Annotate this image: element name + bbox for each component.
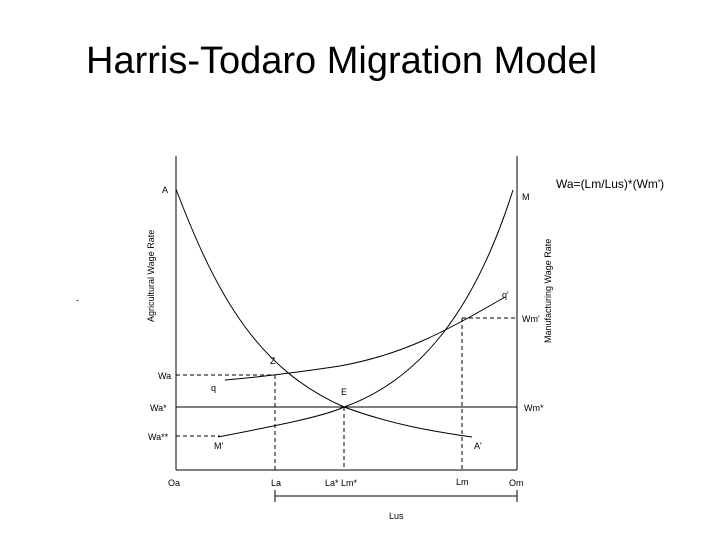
curve-q-prime-label: q' — [502, 290, 509, 300]
wa-label: Wa — [158, 371, 171, 381]
point-z-label: Z — [270, 356, 276, 366]
curve-m-prime-label: M' — [214, 441, 223, 451]
manufacturing-demand-curve — [217, 189, 514, 438]
wm-prime-label: Wm' — [522, 314, 540, 324]
lus-label: Lus — [389, 511, 404, 521]
left-axis-title: Agricultural Wage Rate — [146, 230, 156, 322]
agricultural-demand-curve — [175, 188, 473, 438]
la-label: La — [271, 478, 281, 488]
wm-star-label: Wm* — [524, 403, 544, 413]
qq-curve — [224, 296, 506, 381]
lm-label: Lm — [456, 477, 469, 487]
la-lm-star-label: La* Lm* — [325, 478, 358, 488]
om-label: Om — [509, 478, 524, 488]
wa-star-label: Wa* — [150, 403, 167, 413]
point-e-label: E — [341, 387, 347, 397]
wage-formula: Wa=(Lm/Lus)*(Wm') — [556, 177, 664, 191]
wa-2star-label: Wa** — [148, 432, 169, 442]
slide-title: Harris-Todaro Migration Model — [86, 40, 598, 82]
curve-q-label: q — [211, 383, 216, 393]
oa-label: Oa — [168, 478, 180, 488]
curve-a-label: A — [162, 185, 168, 195]
curve-a-prime-label: A' — [474, 441, 482, 451]
stray-mark: - — [76, 295, 79, 305]
curve-m-label: M — [522, 192, 530, 202]
right-axis-title: Manufacturing Wage Rate — [543, 239, 553, 343]
